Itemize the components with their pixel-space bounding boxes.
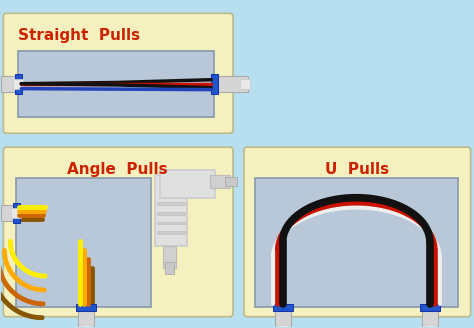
Bar xyxy=(157,232,185,235)
Bar xyxy=(165,262,174,274)
Bar xyxy=(78,311,94,328)
Bar xyxy=(157,202,185,205)
Bar xyxy=(211,74,218,93)
Bar xyxy=(16,178,151,307)
Bar xyxy=(210,175,230,188)
Bar xyxy=(278,325,288,328)
Bar xyxy=(13,203,20,222)
Bar xyxy=(275,311,291,328)
FancyBboxPatch shape xyxy=(3,13,233,133)
Bar xyxy=(155,175,187,246)
Bar xyxy=(76,304,96,311)
Bar xyxy=(15,74,22,93)
Bar xyxy=(11,208,21,217)
Bar xyxy=(273,304,292,311)
Bar xyxy=(420,304,440,311)
Bar xyxy=(164,246,176,268)
Bar xyxy=(422,311,438,328)
Bar xyxy=(240,79,250,89)
Bar xyxy=(1,205,19,220)
Bar xyxy=(425,325,435,328)
Bar xyxy=(157,221,185,224)
Bar xyxy=(225,177,237,186)
Text: Straight  Pulls: Straight Pulls xyxy=(18,28,140,43)
FancyBboxPatch shape xyxy=(3,147,233,317)
Bar xyxy=(218,76,248,92)
Bar xyxy=(13,79,23,89)
Bar xyxy=(255,178,458,307)
Bar xyxy=(1,76,21,92)
Text: U  Pulls: U Pulls xyxy=(325,162,389,177)
Bar xyxy=(161,170,215,198)
FancyBboxPatch shape xyxy=(244,147,471,317)
Bar xyxy=(18,51,214,117)
Bar xyxy=(157,212,185,215)
Bar xyxy=(81,325,91,328)
Text: Angle  Pulls: Angle Pulls xyxy=(67,162,168,177)
